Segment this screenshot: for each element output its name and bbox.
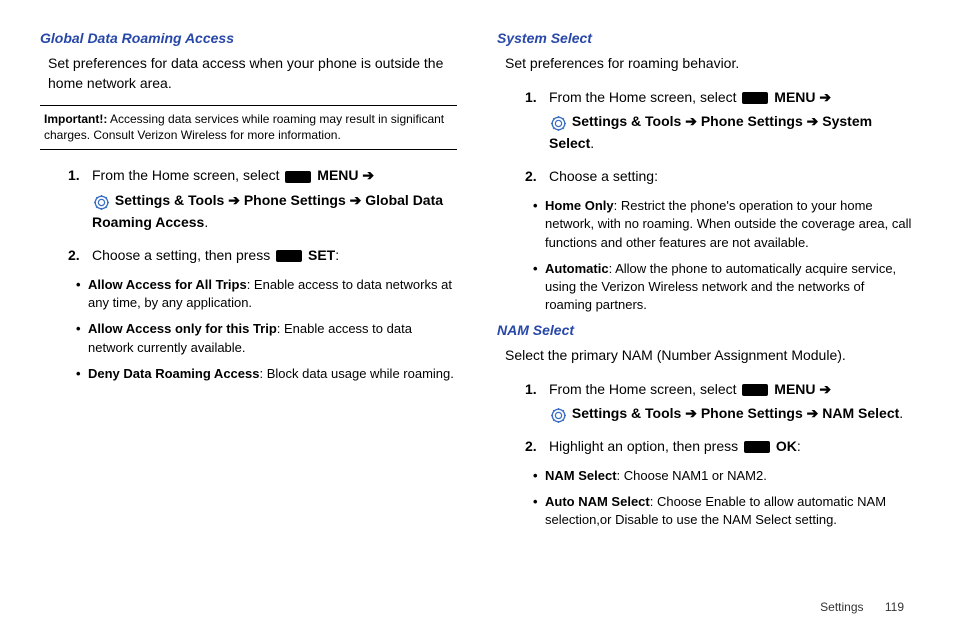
step-number: 2.	[68, 244, 80, 266]
footer-page-number: 119	[885, 600, 904, 614]
option-title: Home Only	[545, 198, 614, 213]
step-text: Highlight an option, then press	[549, 438, 742, 454]
intro-text: Set preferences for data access when you…	[48, 54, 457, 93]
phone-settings-label: Phone Settings	[701, 113, 803, 129]
list-item: Home Only: Restrict the phone's operatio…	[533, 197, 914, 252]
gear-icon	[551, 407, 566, 422]
gear-icon	[94, 194, 109, 209]
list-item: Automatic: Allow the phone to automatica…	[533, 260, 914, 315]
period: .	[204, 214, 208, 230]
intro-text: Select the primary NAM (Number Assignmen…	[505, 346, 914, 366]
step-text: From the Home screen, select	[549, 89, 740, 105]
option-desc: : Block data usage while roaming.	[259, 366, 453, 381]
right-column: System Select Set preferences for roamin…	[497, 30, 914, 538]
period: .	[590, 135, 594, 151]
menu-key-icon	[744, 441, 770, 453]
menu-label: MENU	[774, 89, 815, 105]
step-2: 2. Choose a setting, then press SET:	[68, 244, 457, 266]
menu-key-icon	[276, 250, 302, 262]
arrow-icon: ➔	[685, 405, 697, 421]
colon: :	[797, 438, 801, 454]
step-number: 2.	[525, 165, 537, 187]
heading-global-data-roaming: Global Data Roaming Access	[40, 30, 457, 46]
menu-label: MENU	[774, 381, 815, 397]
colon: :	[335, 247, 339, 263]
settings-tools-label: Settings & Tools	[572, 405, 681, 421]
option-desc: : Choose NAM1 or NAM2.	[617, 468, 767, 483]
steps-system-select: 1. From the Home screen, select MENU ➔ S…	[497, 86, 914, 188]
heading-nam-select: NAM Select	[497, 322, 914, 338]
option-title: Allow Access only for this Trip	[88, 321, 277, 336]
ok-label: OK	[776, 438, 797, 454]
list-item: Allow Access for All Trips: Enable acces…	[76, 276, 457, 312]
settings-tools-label: Settings & Tools	[115, 192, 224, 208]
menu-key-icon	[742, 92, 768, 104]
option-title: NAM Select	[545, 468, 617, 483]
list-item: Auto NAM Select: Choose Enable to allow …	[533, 493, 914, 529]
step-number: 1.	[525, 378, 537, 400]
arrow-icon: ➔	[807, 405, 819, 421]
arrow-icon: ➔	[685, 113, 697, 129]
intro-text: Set preferences for roaming behavior.	[505, 54, 914, 74]
option-title: Allow Access for All Trips	[88, 277, 247, 292]
step-text: Choose a setting, then press	[92, 247, 274, 263]
step-1: 1. From the Home screen, select MENU ➔ S…	[68, 164, 457, 233]
gear-icon	[551, 115, 566, 130]
menu-label: MENU	[317, 167, 358, 183]
step-text: From the Home screen, select	[549, 381, 740, 397]
heading-system-select: System Select	[497, 30, 914, 46]
options-list: NAM Select: Choose NAM1 or NAM2. Auto NA…	[497, 467, 914, 530]
important-note: Important!: Accessing data services whil…	[40, 105, 457, 150]
step-number: 2.	[525, 435, 537, 457]
step-number: 1.	[525, 86, 537, 108]
step-text: Choose a setting:	[549, 168, 658, 184]
page-footer: Settings 119	[820, 600, 904, 614]
footer-section: Settings	[820, 600, 863, 614]
phone-settings-label: Phone Settings	[701, 405, 803, 421]
option-title: Automatic	[545, 261, 609, 276]
option-title: Auto NAM Select	[545, 494, 650, 509]
steps-global: 1. From the Home screen, select MENU ➔ S…	[40, 164, 457, 266]
arrow-icon: ➔	[819, 89, 831, 105]
step-number: 1.	[68, 164, 80, 186]
arrow-icon: ➔	[350, 192, 362, 208]
phone-settings-label: Phone Settings	[244, 192, 346, 208]
left-column: Global Data Roaming Access Set preferenc…	[40, 30, 457, 538]
settings-tools-label: Settings & Tools	[572, 113, 681, 129]
set-label: SET	[308, 247, 335, 263]
step-1: 1. From the Home screen, select MENU ➔ S…	[525, 378, 914, 425]
step-2: 2. Choose a setting:	[525, 165, 914, 187]
list-item: Allow Access only for this Trip: Enable …	[76, 320, 457, 356]
step-2: 2. Highlight an option, then press OK:	[525, 435, 914, 457]
arrow-icon: ➔	[362, 167, 374, 183]
arrow-icon: ➔	[228, 192, 240, 208]
step-1: 1. From the Home screen, select MENU ➔ S…	[525, 86, 914, 155]
target-label: NAM Select	[822, 405, 899, 421]
options-list: Allow Access for All Trips: Enable acces…	[40, 276, 457, 383]
arrow-icon: ➔	[819, 381, 831, 397]
arrow-icon: ➔	[807, 113, 819, 129]
menu-key-icon	[742, 384, 768, 396]
step-text: From the Home screen, select	[92, 167, 283, 183]
list-item: Deny Data Roaming Access: Block data usa…	[76, 365, 457, 383]
important-label: Important!:	[44, 112, 107, 126]
list-item: NAM Select: Choose NAM1 or NAM2.	[533, 467, 914, 485]
page-container: Global Data Roaming Access Set preferenc…	[40, 30, 914, 538]
steps-nam-select: 1. From the Home screen, select MENU ➔ S…	[497, 378, 914, 457]
option-title: Deny Data Roaming Access	[88, 366, 259, 381]
menu-key-icon	[285, 171, 311, 183]
options-list: Home Only: Restrict the phone's operatio…	[497, 197, 914, 314]
period: .	[899, 405, 903, 421]
